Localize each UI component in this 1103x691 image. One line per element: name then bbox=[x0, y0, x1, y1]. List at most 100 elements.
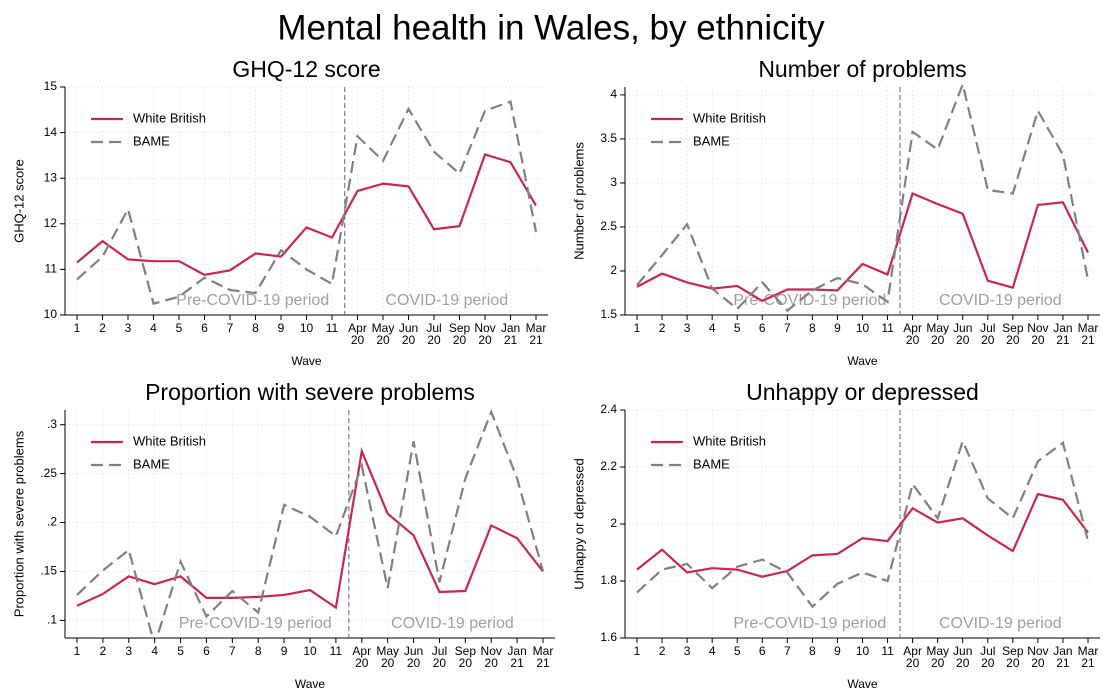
x-tick-label: 2 bbox=[659, 644, 666, 658]
y-axis-label: GHQ-12 score bbox=[11, 159, 26, 243]
x-tick-label: 6 bbox=[201, 321, 208, 335]
x-tick-label: 11 bbox=[330, 644, 343, 658]
x-tick-label: 7 bbox=[784, 644, 791, 658]
annotation: Pre-COVID-19 period bbox=[179, 615, 332, 632]
y-tick-label: .15 bbox=[40, 564, 57, 578]
x-tick-label: Jul 20 bbox=[980, 644, 995, 670]
x-tick-label: 7 bbox=[229, 644, 236, 658]
x-tick-label: Mar 21 bbox=[533, 644, 554, 670]
annotation: Pre-COVID-19 period bbox=[733, 615, 886, 632]
x-tick-label: 10 bbox=[856, 321, 870, 335]
x-tick-label: May 20 bbox=[376, 644, 399, 670]
series-line bbox=[76, 100, 538, 305]
x-tick-label: Jul 20 bbox=[432, 644, 447, 670]
x-tick-label: 6 bbox=[759, 644, 766, 658]
x-tick-label: 5 bbox=[177, 644, 184, 658]
panel-title: Number of problems bbox=[758, 56, 966, 82]
x-tick-label: 9 bbox=[281, 644, 288, 658]
panel: Unhappy or depressed Unhappy or depressed… bbox=[571, 379, 1100, 691]
y-tick-label: .25 bbox=[40, 466, 57, 480]
x-tick-label: May 20 bbox=[372, 321, 395, 347]
x-tick-label: Jan 21 bbox=[1053, 644, 1072, 670]
x-tick-label: Nov 20 bbox=[1027, 321, 1048, 347]
x-tick-label: 8 bbox=[809, 321, 816, 335]
annotation: COVID-19 period bbox=[385, 292, 508, 309]
y-axis-label: Unhappy or depressed bbox=[571, 458, 586, 590]
x-tick-label: Apr 20 bbox=[903, 321, 922, 347]
x-tick-label: Jun 20 bbox=[404, 644, 423, 670]
x-tick-label: Jul 20 bbox=[426, 321, 441, 347]
x-tick-label: Nov 20 bbox=[474, 321, 495, 347]
legend-label: BAME bbox=[693, 133, 730, 148]
y-axis-label: Proportion with severe problems bbox=[11, 430, 26, 617]
x-tick-label: Nov 20 bbox=[1027, 644, 1048, 670]
x-tick-label: 3 bbox=[684, 644, 691, 658]
x-axis-label: Wave bbox=[291, 354, 322, 368]
x-tick-label: Jul 20 bbox=[980, 321, 995, 347]
x-tick-label: Sep 20 bbox=[449, 321, 471, 347]
x-tick-label: May 20 bbox=[926, 644, 949, 670]
x-tick-label: 10 bbox=[300, 321, 314, 335]
legend-label: BAME bbox=[133, 456, 170, 471]
panel-title: GHQ-12 score bbox=[232, 56, 380, 82]
x-tick-label: 11 bbox=[326, 321, 339, 335]
x-tick-label: 1 bbox=[634, 321, 641, 335]
x-tick-label: 9 bbox=[834, 644, 841, 658]
legend-label: White British bbox=[133, 433, 206, 448]
series-line bbox=[76, 153, 537, 277]
x-tick-label: 8 bbox=[255, 644, 262, 658]
x-tick-label: 11 bbox=[881, 321, 894, 335]
x-tick-label: 1 bbox=[634, 644, 641, 658]
x-tick-label: Apr 20 bbox=[352, 644, 371, 670]
panel: Proportion with severe problems Proportio… bbox=[11, 379, 555, 691]
series-line bbox=[636, 85, 1090, 313]
x-tick-label: 5 bbox=[176, 321, 183, 335]
x-tick-label: 5 bbox=[734, 321, 741, 335]
y-tick-label: .2 bbox=[47, 515, 57, 529]
x-tick-label: 4 bbox=[150, 321, 157, 335]
x-tick-label: 4 bbox=[709, 644, 716, 658]
y-tick-label: 14 bbox=[44, 125, 58, 139]
x-tick-label: 11 bbox=[881, 644, 894, 658]
x-tick-label: 2 bbox=[99, 321, 106, 335]
y-tick-label: 3.5 bbox=[600, 131, 617, 145]
annotation: Pre-COVID-19 period bbox=[176, 292, 329, 309]
x-tick-label: 3 bbox=[125, 321, 132, 335]
y-tick-label: 11 bbox=[45, 262, 58, 276]
series-line bbox=[636, 438, 1090, 609]
y-tick-label: 10 bbox=[44, 307, 58, 321]
legend-label: BAME bbox=[693, 456, 730, 471]
x-tick-label: 10 bbox=[303, 644, 317, 658]
annotation: COVID-19 period bbox=[939, 292, 1062, 309]
x-tick-label: 4 bbox=[151, 644, 158, 658]
y-tick-label: 2 bbox=[610, 263, 617, 277]
y-tick-label: 1.6 bbox=[600, 630, 617, 644]
y-tick-label: 15 bbox=[44, 79, 58, 93]
series-line bbox=[76, 408, 545, 638]
x-tick-label: Jan 21 bbox=[507, 644, 526, 670]
annotation: Pre-COVID-19 period bbox=[733, 292, 886, 309]
x-tick-label: Mar 21 bbox=[526, 321, 547, 347]
annotation: COVID-19 period bbox=[391, 615, 514, 632]
x-tick-label: Sep 20 bbox=[1002, 321, 1024, 347]
x-axis-label: Wave bbox=[847, 677, 878, 691]
series-line bbox=[636, 492, 1089, 578]
x-tick-label: Apr 20 bbox=[903, 644, 922, 670]
x-tick-label: Sep 20 bbox=[1002, 644, 1024, 670]
x-tick-label: Jan 21 bbox=[1053, 321, 1072, 347]
x-tick-label: 4 bbox=[709, 321, 716, 335]
x-tick-label: Nov 20 bbox=[481, 644, 502, 670]
x-tick-label: 2 bbox=[100, 644, 107, 658]
y-tick-label: 2 bbox=[610, 516, 617, 530]
x-tick-label: 3 bbox=[684, 321, 691, 335]
y-tick-label: 2.2 bbox=[600, 459, 617, 473]
x-tick-label: Mar 21 bbox=[1078, 321, 1099, 347]
legend-label: White British bbox=[693, 433, 766, 448]
x-tick-label: Mar 21 bbox=[1078, 644, 1099, 670]
x-tick-label: 8 bbox=[252, 321, 259, 335]
x-tick-label: 1 bbox=[74, 644, 81, 658]
x-axis-label: Wave bbox=[295, 677, 326, 691]
x-tick-label: 9 bbox=[278, 321, 285, 335]
